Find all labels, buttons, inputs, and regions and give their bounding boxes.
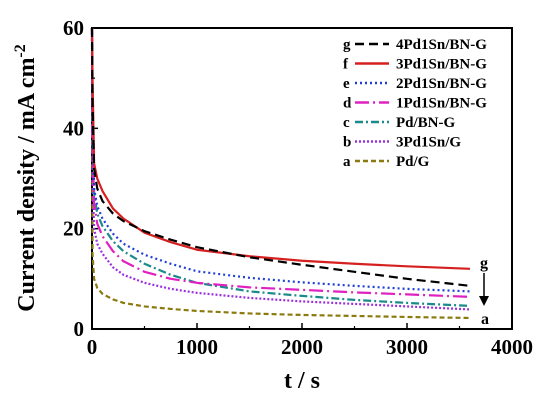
x-tick-label: 4000 bbox=[491, 335, 533, 359]
legend-letter-c: c bbox=[343, 115, 350, 131]
x-axis-title: t / s bbox=[284, 368, 320, 394]
series-line-a bbox=[90, 27, 471, 320]
legend-label-a: Pd/G bbox=[396, 154, 430, 170]
legend-label-d: 1Pd1Sn/BN-G bbox=[396, 96, 487, 112]
end-label-bottom: a bbox=[481, 311, 489, 328]
y-tick-label: 60 bbox=[63, 16, 84, 40]
legend-label-g: 4Pd1Sn/BN-G bbox=[396, 37, 487, 53]
x-tick-label: 1000 bbox=[176, 335, 218, 359]
legend-label-b: 3Pd1Sn/G bbox=[396, 135, 461, 151]
legend-letter-g: g bbox=[343, 37, 351, 53]
legend-label-e: 2Pd1Sn/BN-G bbox=[396, 76, 487, 92]
y-tick-label: 0 bbox=[74, 317, 85, 341]
y-tick-label: 20 bbox=[63, 217, 84, 241]
x-tick-label: 2000 bbox=[281, 335, 323, 359]
x-tick-label: 3000 bbox=[386, 335, 428, 359]
legend-letter-d: d bbox=[343, 96, 352, 112]
series-line-e bbox=[90, 27, 471, 293]
series-line-c bbox=[90, 27, 471, 308]
end-annotation: g a bbox=[479, 255, 489, 328]
y-axis-title-superscript: -2 bbox=[12, 44, 29, 57]
legend-label-f: 3Pd1Sn/BN-G bbox=[396, 57, 487, 73]
series-line-g bbox=[90, 27, 471, 287]
end-label-top: g bbox=[480, 255, 488, 272]
axis-ticks: 0 1000 2000 3000 4000 0 20 40 60 bbox=[63, 16, 533, 359]
legend-letter-e: e bbox=[343, 76, 350, 92]
axis-titles: t / s Current density / mA cm-2 bbox=[12, 44, 320, 394]
series-layer bbox=[90, 27, 471, 320]
y-axis-title-main: Current density / mA cm bbox=[14, 58, 40, 312]
legend: g 4Pd1Sn/BN-G f 3Pd1Sn/BN-G e 2Pd1Sn/BN-G d 1Pd… bbox=[343, 37, 487, 170]
arrow-head bbox=[479, 296, 489, 306]
x-tick-label: 0 bbox=[87, 335, 98, 359]
legend-letter-b: b bbox=[343, 135, 351, 151]
legend-letter-a: a bbox=[343, 154, 351, 170]
y-axis-title: Current density / mA cm-2 bbox=[12, 44, 40, 312]
series-line-b bbox=[90, 27, 471, 311]
legend-label-c: Pd/BN-G bbox=[396, 115, 456, 131]
y-tick-label: 40 bbox=[63, 116, 84, 140]
series-line-d bbox=[90, 27, 471, 298]
legend-letter-f: f bbox=[343, 57, 349, 73]
